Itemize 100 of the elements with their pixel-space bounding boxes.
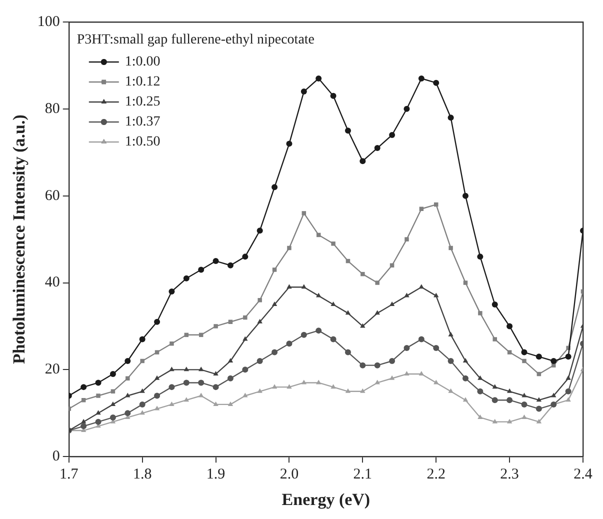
point — [462, 397, 468, 402]
point — [257, 318, 262, 324]
point — [168, 384, 175, 390]
point — [521, 349, 528, 356]
point — [272, 268, 277, 272]
point — [565, 388, 572, 394]
legend-label: 1:0.50 — [124, 134, 160, 150]
point — [257, 388, 262, 393]
legend-label: 1:0.12 — [124, 74, 160, 90]
point — [521, 401, 528, 408]
point — [154, 350, 160, 354]
point — [433, 344, 440, 351]
point — [462, 375, 468, 382]
point — [80, 418, 86, 424]
point — [462, 192, 468, 199]
point — [287, 246, 292, 250]
point — [492, 301, 498, 308]
point — [154, 375, 160, 380]
point — [522, 414, 527, 419]
point — [242, 366, 248, 373]
point — [68, 406, 72, 411]
point — [286, 140, 292, 147]
point — [433, 80, 440, 86]
point — [286, 284, 292, 289]
point — [389, 301, 395, 306]
point — [212, 384, 219, 390]
point — [316, 76, 322, 82]
point — [536, 354, 542, 360]
point — [522, 392, 527, 398]
point — [227, 375, 234, 382]
point — [330, 336, 336, 342]
point — [198, 366, 204, 372]
point — [316, 292, 322, 298]
point — [243, 315, 248, 320]
point — [478, 414, 483, 419]
point — [95, 380, 102, 386]
point — [374, 310, 380, 315]
point — [477, 254, 484, 260]
point — [213, 371, 218, 376]
point — [213, 401, 218, 406]
point — [330, 384, 336, 389]
point — [140, 410, 145, 415]
y-tick-label: 60 — [44, 188, 60, 204]
point — [448, 388, 454, 393]
point — [536, 397, 542, 402]
point — [286, 340, 292, 347]
point — [198, 380, 204, 386]
y-tick-label: 100 — [37, 14, 60, 30]
point — [170, 341, 174, 346]
point — [492, 418, 498, 424]
point — [168, 288, 175, 294]
point — [184, 366, 190, 372]
legend-title: P3HT:small gap fullerene-ethyl nipecotate — [76, 32, 315, 48]
point — [418, 76, 424, 82]
x-tick-label: 2.3 — [500, 466, 519, 483]
x-tick-label: 1.9 — [206, 466, 226, 483]
point — [550, 358, 557, 364]
point — [169, 366, 174, 372]
point — [139, 336, 146, 342]
point — [110, 401, 116, 406]
point — [198, 266, 204, 273]
point — [448, 246, 453, 250]
point — [214, 324, 218, 328]
point — [110, 414, 116, 420]
legend-label: 1:0.00 — [124, 54, 160, 70]
point — [300, 332, 307, 338]
point — [125, 392, 130, 398]
point — [110, 371, 116, 378]
point — [316, 328, 322, 334]
point — [536, 406, 542, 412]
x-tick-label: 2.1 — [353, 466, 372, 483]
point — [256, 228, 263, 234]
x-tick-label: 2.4 — [574, 466, 593, 483]
point — [418, 284, 424, 289]
point — [478, 375, 483, 380]
point — [272, 184, 278, 190]
point — [418, 371, 424, 376]
point — [566, 397, 571, 402]
point — [375, 280, 380, 285]
point — [345, 388, 351, 393]
point — [183, 275, 190, 282]
point — [242, 254, 248, 260]
point — [154, 392, 160, 399]
point — [330, 301, 336, 306]
point — [522, 358, 526, 364]
point — [96, 394, 100, 398]
point — [448, 114, 454, 121]
point — [374, 362, 380, 368]
point — [492, 397, 498, 404]
point — [404, 292, 410, 298]
point — [272, 349, 278, 356]
point — [140, 388, 145, 393]
point — [272, 384, 278, 389]
point — [462, 358, 468, 362]
y-tick-label: 20 — [44, 362, 60, 378]
point — [404, 371, 410, 376]
point — [448, 358, 454, 364]
point — [389, 132, 396, 138]
point — [286, 384, 292, 389]
x-tick-label: 1.7 — [60, 466, 79, 483]
